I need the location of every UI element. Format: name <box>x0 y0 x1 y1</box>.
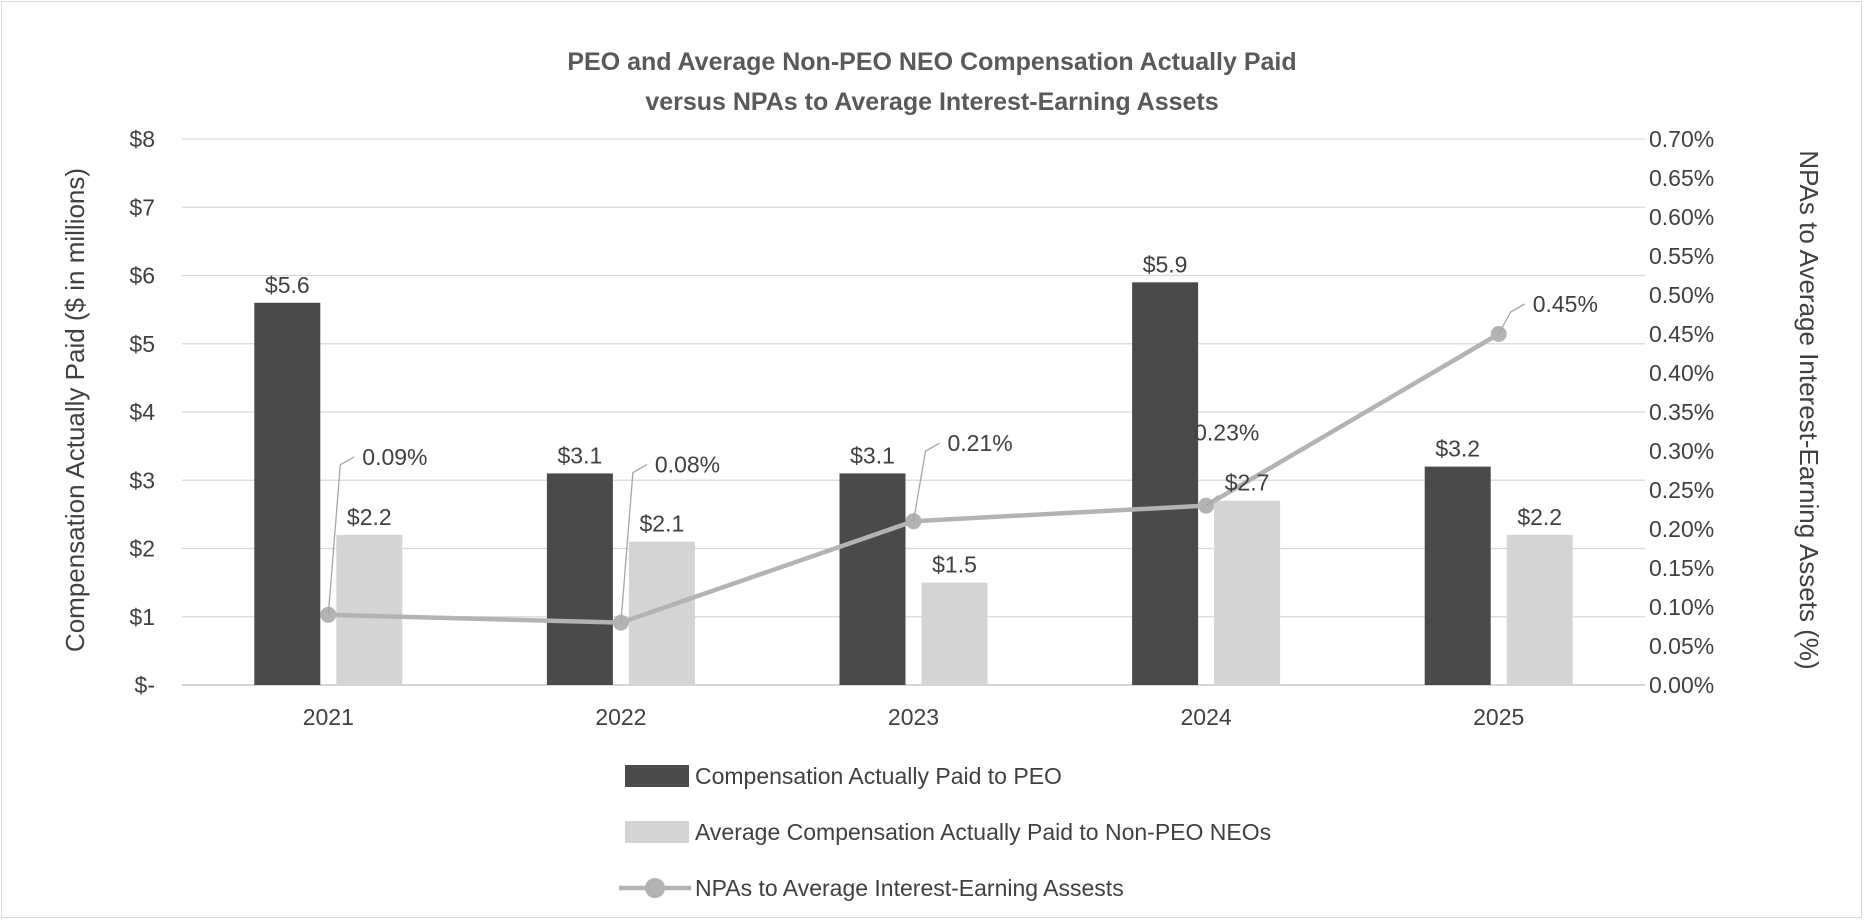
bar <box>1424 466 1491 685</box>
y2-tick-label: 0.25% <box>1649 477 1714 503</box>
y2-tick-label: 0.70% <box>1649 126 1714 152</box>
y2-tick-label: 0.30% <box>1649 438 1714 464</box>
bar <box>1132 282 1199 685</box>
x-tick-label: 2025 <box>1473 704 1524 730</box>
bar-data-label: $3.1 <box>850 442 895 468</box>
y2-tick-label: 0.40% <box>1649 360 1714 386</box>
y2-tick-label: 0.00% <box>1649 672 1714 698</box>
line-data-label: 0.08% <box>655 452 720 478</box>
x-tick-label: 2023 <box>888 704 939 730</box>
bar-data-label: $3.2 <box>1435 436 1480 462</box>
bar-data-label: $1.5 <box>932 552 977 578</box>
y2-tick-label: 0.55% <box>1649 243 1714 269</box>
y-tick-label: $2 <box>129 536 155 562</box>
axis-ticks: $- $1 $2 $3 $4 $5 $6 $7 $8 0.00% 0.05% 0.10% 0.15% 0.… <box>129 126 1714 730</box>
npa-line <box>328 332 1500 625</box>
bar-data-label: $2.7 <box>1225 470 1270 496</box>
legend-label: NPAs to Average Interest-Earning Assests <box>695 875 1124 901</box>
bar-data-label: $3.1 <box>558 442 603 468</box>
bars <box>254 282 1573 685</box>
legend-swatch <box>625 765 689 787</box>
legend-label: Average Compensation Actually Paid to No… <box>695 819 1271 845</box>
bar-data-label: $2.1 <box>640 511 685 537</box>
line-data-label: 0.45% <box>1533 291 1598 317</box>
legend-swatch <box>625 821 689 843</box>
legend: Compensation Actually Paid to PEO Average… <box>619 763 1271 901</box>
y2-tick-label: 0.45% <box>1649 321 1714 347</box>
bar-data-label: $2.2 <box>1517 504 1562 530</box>
bar <box>546 473 613 685</box>
leader-line <box>1498 303 1526 335</box>
chart-title: PEO and Average Non-PEO NEO Compensation… <box>567 48 1296 76</box>
bar-data-label: $5.6 <box>265 272 310 298</box>
y-tick-label: $8 <box>129 126 155 152</box>
bar-data-label: $2.2 <box>347 504 392 530</box>
leader-line <box>1205 495 1219 507</box>
y2-tick-label: 0.65% <box>1649 165 1714 191</box>
bar-data-label: $5.9 <box>1143 251 1188 277</box>
line-series <box>320 326 1507 631</box>
line-data-label: 0.21% <box>948 430 1013 456</box>
y-tick-label: $3 <box>129 467 155 493</box>
y-tick-label: $1 <box>129 604 155 630</box>
x-tick-label: 2024 <box>1181 704 1232 730</box>
gridlines <box>182 138 1645 686</box>
y2-axis-label: NPAs to Average Interest-Earning Assets … <box>1794 150 1824 669</box>
leader-line <box>912 442 940 522</box>
y2-tick-label: 0.05% <box>1649 633 1714 659</box>
line-data-label: 0.23% <box>1194 420 1259 446</box>
chart-subtitle: versus NPAs to Average Interest-Earning … <box>645 88 1218 116</box>
bar <box>336 534 403 685</box>
bar <box>839 473 906 685</box>
bar <box>1506 534 1573 685</box>
y-tick-label: $- <box>135 672 155 698</box>
y-tick-label: $4 <box>129 399 155 425</box>
bar <box>254 302 321 685</box>
leader-line <box>620 464 648 623</box>
legend-marker <box>645 878 665 898</box>
y-tick-label: $6 <box>129 263 155 289</box>
y-tick-label: $5 <box>129 331 155 357</box>
bar <box>1214 500 1281 685</box>
line-data-label: 0.09% <box>362 444 427 470</box>
y2-tick-label: 0.60% <box>1649 204 1714 230</box>
y2-tick-label: 0.15% <box>1649 555 1714 581</box>
y-axis-label: Compensation Actually Paid ($ in million… <box>60 168 90 652</box>
y2-tick-label: 0.50% <box>1649 282 1714 308</box>
y-tick-label: $7 <box>129 194 155 220</box>
x-tick-label: 2021 <box>303 704 354 730</box>
legend-label: Compensation Actually Paid to PEO <box>695 763 1062 789</box>
leader-line <box>327 456 355 615</box>
bar <box>628 541 695 685</box>
y2-tick-label: 0.20% <box>1649 516 1714 542</box>
y2-tick-label: 0.35% <box>1649 399 1714 425</box>
x-tick-label: 2022 <box>595 704 646 730</box>
y2-tick-label: 0.10% <box>1649 594 1714 620</box>
bar <box>921 582 988 685</box>
data-labels: $5.6 $2.2 $3.1 $2.1 $3.1 $1.5 $5.9 $2.7 $3.2 $2.2… <box>265 251 1598 623</box>
